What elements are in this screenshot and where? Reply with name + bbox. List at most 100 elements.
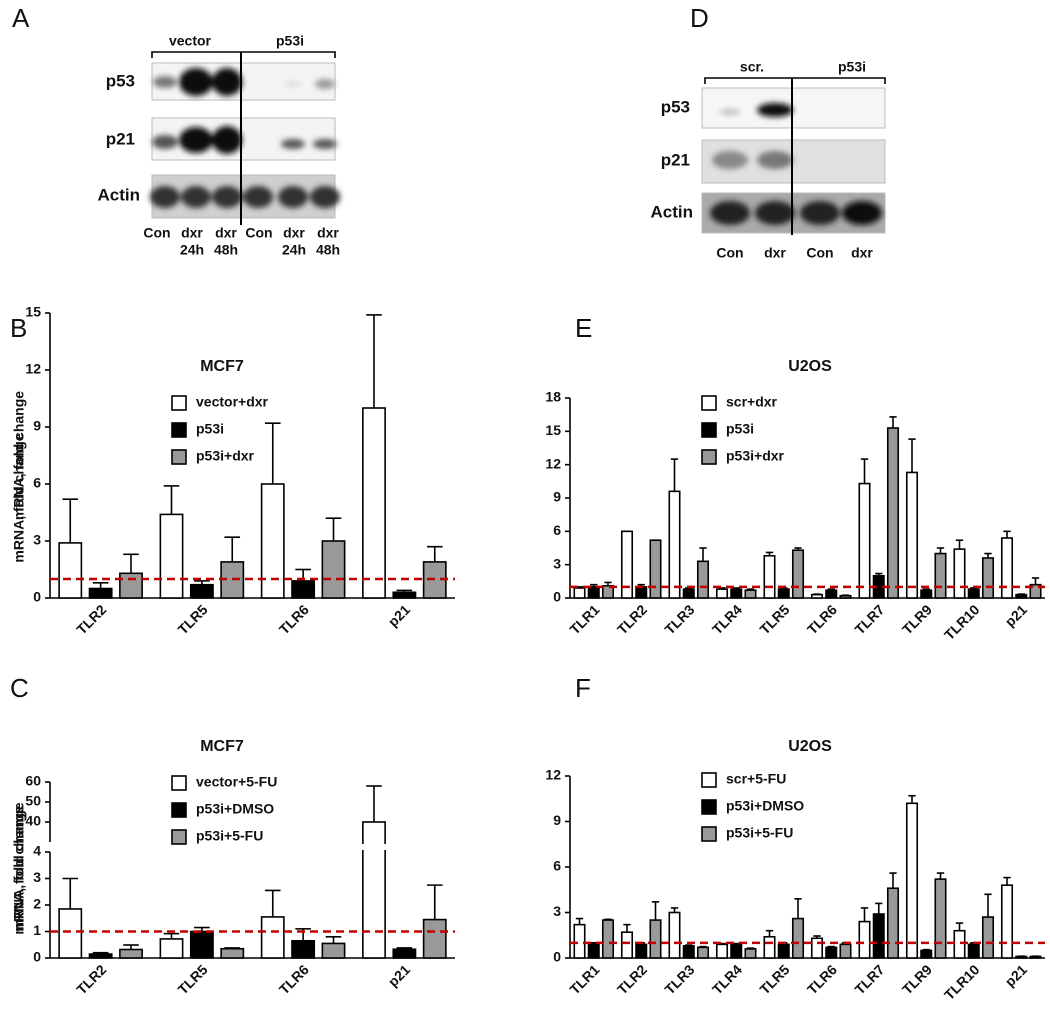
- x-tick-label: p21: [385, 601, 414, 630]
- legend-label: vector+5-FU: [196, 774, 277, 790]
- y-tick-label: 0: [33, 949, 41, 965]
- x-tick-label: TLR5: [175, 961, 211, 997]
- bands: [710, 103, 882, 225]
- bar: [905, 802, 919, 959]
- y-tick-label: 12: [545, 767, 561, 783]
- legend-label: p53i+dxr: [726, 448, 785, 464]
- bar: [810, 937, 824, 959]
- panel-letter: A: [12, 3, 30, 33]
- legend-label: scr+5-FU: [726, 771, 786, 787]
- legend-swatch: [171, 395, 187, 411]
- bar: [839, 594, 852, 599]
- bar: [858, 482, 871, 599]
- x-tick-label: TLR2: [614, 961, 650, 997]
- y-tick-label: 3: [33, 532, 41, 548]
- bar: [220, 947, 245, 959]
- y-tick-label: 15: [25, 304, 41, 320]
- lane-label: 24h: [180, 242, 204, 258]
- bar: [119, 572, 143, 599]
- bar: [934, 552, 947, 599]
- bar: [321, 942, 346, 959]
- x-tick-label: TLR3: [661, 601, 697, 637]
- y-tick-label: 6: [553, 858, 561, 874]
- bar: [696, 560, 710, 599]
- legend-label: p53i+DMSO: [196, 801, 274, 817]
- bar: [58, 908, 83, 959]
- bar: [791, 917, 805, 959]
- bar: [715, 943, 729, 959]
- bar: [967, 588, 980, 599]
- lane-label: dxr: [851, 245, 873, 261]
- row-label: p21: [661, 150, 690, 169]
- bar: [744, 589, 757, 599]
- bar: [362, 407, 386, 599]
- y-tick-label: 18: [545, 389, 561, 405]
- axis-break: [360, 844, 388, 850]
- x-tick-label: TLR10: [941, 601, 983, 643]
- x-tick-label: TLR5: [175, 601, 211, 637]
- panel-letter: F: [575, 673, 591, 703]
- legend-swatch: [701, 449, 717, 465]
- y-axis-label: mRNA, fold change: [11, 433, 27, 562]
- bar: [189, 583, 214, 599]
- bar: [58, 542, 83, 599]
- x-tick-label: p21: [1002, 961, 1031, 990]
- bar: [649, 919, 662, 959]
- panel-letter: B: [10, 313, 27, 343]
- bar: [587, 586, 600, 599]
- bar: [620, 530, 634, 599]
- legend-swatch: [171, 775, 187, 791]
- lane-label: Con: [716, 245, 743, 261]
- x-tick-label: TLR1: [566, 961, 602, 997]
- legend-swatch: [701, 826, 717, 842]
- bar: [291, 939, 316, 959]
- bar: [321, 540, 346, 599]
- legend-swatch: [701, 772, 717, 788]
- legend-label: p53i+DMSO: [726, 798, 804, 814]
- bar: [682, 945, 695, 959]
- x-tick-label: TLR9: [899, 601, 935, 637]
- legend-label: p53i+5-FU: [196, 828, 263, 844]
- bar: [392, 948, 417, 959]
- panel-letter: C: [10, 673, 29, 703]
- lane-label: dxr: [181, 225, 203, 241]
- y-tick-label: 6: [33, 475, 41, 491]
- bracket: [704, 77, 886, 84]
- bar: [159, 938, 184, 959]
- bar: [953, 929, 966, 959]
- y-tick-label: 3: [33, 869, 41, 885]
- x-tick-label: TLR6: [804, 601, 840, 637]
- row-label: p21: [106, 129, 135, 148]
- bar: [1000, 884, 1014, 959]
- x-tick-label: TLR2: [614, 601, 650, 637]
- x-tick-label: p21: [385, 961, 414, 990]
- y-tick-label: 3: [553, 555, 561, 571]
- legend-label: p53i: [726, 421, 754, 437]
- legend-swatch: [171, 422, 187, 438]
- lane-label: 48h: [214, 242, 238, 258]
- bar: [763, 935, 776, 959]
- bar: [920, 589, 933, 599]
- row-label: Actin: [98, 185, 141, 204]
- x-tick-label: TLR7: [851, 961, 887, 997]
- bar: [839, 943, 852, 959]
- bar: [981, 916, 995, 959]
- bar: [715, 588, 729, 599]
- lane-label: dxr: [215, 225, 237, 241]
- bar: [1015, 955, 1028, 959]
- y-tick-label: 0: [33, 589, 41, 605]
- bar: [1029, 583, 1042, 599]
- y-axis-label: mRNA, fold change: [11, 802, 27, 931]
- bar: [920, 949, 933, 959]
- lane-label: 24h: [282, 242, 306, 258]
- row-label: p53: [661, 97, 690, 116]
- bar: [573, 923, 586, 959]
- x-tick-label: TLR9: [899, 961, 935, 997]
- legend-label: p53i+dxr: [196, 448, 255, 464]
- bar: [825, 589, 838, 599]
- bracket: [151, 51, 336, 58]
- x-tick-label: TLR5: [756, 961, 792, 997]
- chart-title: U2OS: [788, 738, 832, 755]
- row-label: Actin: [651, 202, 694, 221]
- bar: [587, 943, 600, 959]
